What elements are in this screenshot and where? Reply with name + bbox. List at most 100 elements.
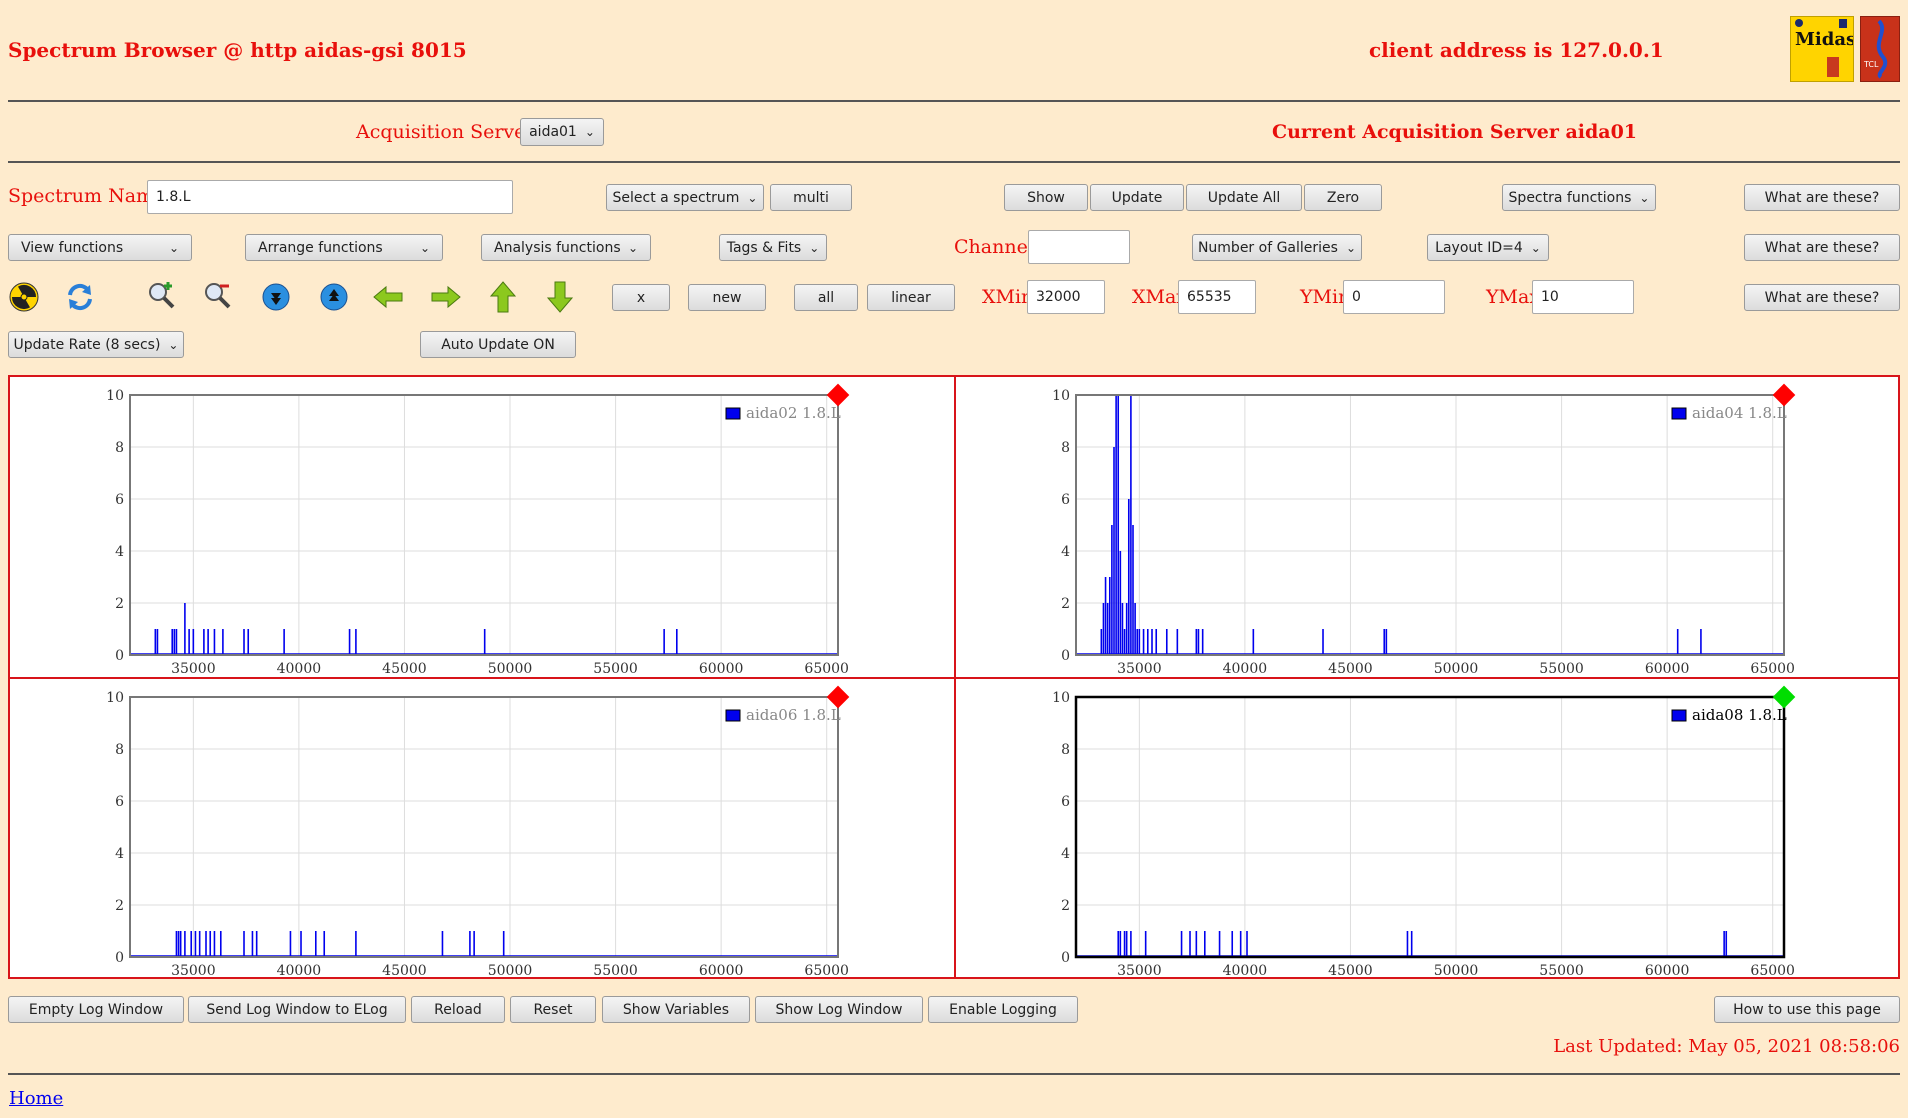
- active-marker-icon[interactable]: [1772, 685, 1796, 709]
- expand-up-icon[interactable]: [318, 281, 350, 313]
- new-button[interactable]: new: [688, 284, 766, 311]
- y-tick-label: 2: [115, 596, 124, 612]
- zero-button[interactable]: Zero: [1304, 184, 1382, 211]
- send-log-to-elog-button[interactable]: Send Log Window to ELog: [188, 996, 406, 1023]
- acquisition-server-select[interactable]: aida01 ⌄: [520, 118, 604, 146]
- spectrum-panel[interactable]: 35000 40000 45000 50000 55000 60000 65000 0 2 4 6 8…: [8, 375, 956, 679]
- xmin-input[interactable]: 32000: [1027, 280, 1105, 314]
- empty-log-window-button[interactable]: Empty Log Window: [8, 996, 184, 1023]
- spectra-functions-dropdown[interactable]: Spectra functions ⌄: [1502, 184, 1656, 211]
- select-spectrum-dropdown[interactable]: Select a spectrum ⌄: [606, 184, 764, 211]
- channel-input[interactable]: [1028, 230, 1130, 264]
- number-of-galleries-label: Number of Galleries: [1197, 239, 1338, 256]
- x-tick-label: 65000: [1750, 661, 1795, 677]
- zoom-in-icon[interactable]: [146, 279, 178, 311]
- tags-fits-dropdown[interactable]: Tags & Fits ⌄: [719, 234, 827, 261]
- arrow-right-icon[interactable]: [430, 281, 462, 313]
- ymin-input[interactable]: 0: [1343, 280, 1445, 314]
- radiation-icon[interactable]: [8, 281, 40, 313]
- arrange-functions-label: Arrange functions: [258, 239, 383, 256]
- spectrum-name-input[interactable]: 1.8.L: [147, 180, 513, 214]
- reset-button[interactable]: Reset: [510, 996, 596, 1023]
- view-functions-dropdown[interactable]: View functions ⌄: [8, 234, 192, 261]
- y-tick-label: 10: [1052, 690, 1070, 706]
- spectrum-chart: 35000 40000 45000 50000 55000 60000 65000 0 2 4 6 8…: [1052, 383, 1796, 677]
- ymax-input[interactable]: 10: [1532, 280, 1634, 314]
- all-button[interactable]: all: [794, 284, 858, 311]
- multi-button[interactable]: multi: [770, 184, 852, 211]
- arrow-up-icon[interactable]: [487, 280, 519, 313]
- x-button[interactable]: x: [612, 284, 670, 311]
- update-rate-dropdown[interactable]: Update Rate (8 secs) ⌄: [8, 331, 184, 358]
- x-tick-label: 60000: [1645, 661, 1690, 677]
- x-tick-label: 40000: [1223, 661, 1268, 677]
- spectrum-chart: 35000 40000 45000 50000 55000 60000 65000 0 2 4 6 8…: [1052, 685, 1796, 979]
- acquisition-servers-label: Acquisition Servers: [356, 121, 545, 143]
- client-address: client address is 127.0.0.1: [1369, 38, 1664, 62]
- enable-logging-button[interactable]: Enable Logging: [928, 996, 1078, 1023]
- y-tick-label: 6: [1061, 492, 1070, 508]
- legend-swatch: [1671, 709, 1687, 722]
- zoom-out-icon[interactable]: [202, 279, 234, 311]
- inactive-marker-icon[interactable]: [826, 383, 850, 407]
- current-acquisition-server: Current Acquisition Server aida01: [1272, 121, 1638, 143]
- ymax-label: YMax: [1486, 286, 1541, 308]
- show-variables-button[interactable]: Show Variables: [602, 996, 750, 1023]
- layout-id-dropdown[interactable]: Layout ID=4 ⌄: [1427, 234, 1549, 261]
- show-button[interactable]: Show: [1004, 184, 1088, 211]
- y-tick-label: 4: [115, 846, 124, 862]
- arrange-functions-dropdown[interactable]: Arrange functions ⌄: [245, 234, 443, 261]
- spectrum-panel[interactable]: 35000 40000 45000 50000 55000 60000 65000 0 2 4 6 8…: [954, 375, 1900, 679]
- plot-frame: [129, 696, 839, 958]
- inactive-marker-icon[interactable]: [1772, 383, 1796, 407]
- spectrum-panel[interactable]: 35000 40000 45000 50000 55000 60000 65000 0 2 4 6 8…: [954, 677, 1900, 979]
- chevron-down-icon: ⌄: [1639, 190, 1650, 205]
- x-tick-label: 60000: [699, 963, 744, 979]
- chevron-down-icon: ⌄: [809, 240, 820, 255]
- xmax-input[interactable]: 65535: [1178, 280, 1256, 314]
- update-button[interactable]: Update: [1090, 184, 1184, 211]
- home-link[interactable]: Home: [9, 1088, 64, 1109]
- update-all-button[interactable]: Update All: [1186, 184, 1302, 211]
- plot-frame: [129, 394, 839, 656]
- arrow-left-icon[interactable]: [372, 281, 404, 313]
- analysis-functions-dropdown[interactable]: Analysis functions ⌄: [481, 234, 651, 261]
- x-tick-label: 55000: [1539, 661, 1584, 677]
- x-tick-label: 55000: [593, 963, 638, 979]
- what-are-these-button-3[interactable]: What are these?: [1744, 284, 1900, 311]
- expand-down-icon[interactable]: [260, 281, 292, 313]
- divider: [8, 100, 1900, 102]
- x-tick-label: 40000: [277, 661, 322, 677]
- chevron-down-icon: ⌄: [168, 240, 179, 255]
- x-tick-label: 50000: [1434, 661, 1479, 677]
- y-tick-label: 0: [1061, 648, 1070, 664]
- arrow-down-icon[interactable]: [544, 280, 576, 313]
- y-tick-label: 0: [1061, 950, 1070, 966]
- what-are-these-button-1[interactable]: What are these?: [1744, 184, 1900, 211]
- y-tick-label: 10: [106, 388, 124, 404]
- acquisition-server-value: aida01: [529, 124, 577, 140]
- refresh-icon[interactable]: [64, 281, 96, 313]
- x-tick-label: 50000: [1434, 963, 1479, 979]
- y-tick-label: 4: [1061, 544, 1070, 560]
- x-tick-label: 50000: [488, 963, 533, 979]
- auto-update-button[interactable]: Auto Update ON: [420, 331, 576, 358]
- y-tick-label: 8: [1061, 742, 1070, 758]
- chevron-down-icon: ⌄: [1345, 240, 1357, 255]
- number-of-galleries-dropdown[interactable]: Number of Galleries ⌄: [1192, 234, 1362, 261]
- what-are-these-button-2[interactable]: What are these?: [1744, 234, 1900, 261]
- y-tick-label: 8: [1061, 440, 1070, 456]
- show-log-window-button[interactable]: Show Log Window: [755, 996, 923, 1023]
- reload-button[interactable]: Reload: [411, 996, 505, 1023]
- how-to-use-button[interactable]: How to use this page: [1714, 996, 1900, 1023]
- spectrum-panel[interactable]: 35000 40000 45000 50000 55000 60000 65000 0 2 4 6 8…: [8, 677, 956, 979]
- y-tick-label: 10: [1052, 388, 1070, 404]
- linear-button[interactable]: linear: [867, 284, 955, 311]
- x-tick-label: 60000: [699, 661, 744, 677]
- chevron-down-icon: ⌄: [627, 240, 638, 255]
- y-tick-label: 10: [106, 690, 124, 706]
- inactive-marker-icon[interactable]: [826, 685, 850, 709]
- x-tick-label: 35000: [171, 661, 216, 677]
- y-tick-label: 0: [115, 648, 124, 664]
- divider: [8, 1073, 1900, 1075]
